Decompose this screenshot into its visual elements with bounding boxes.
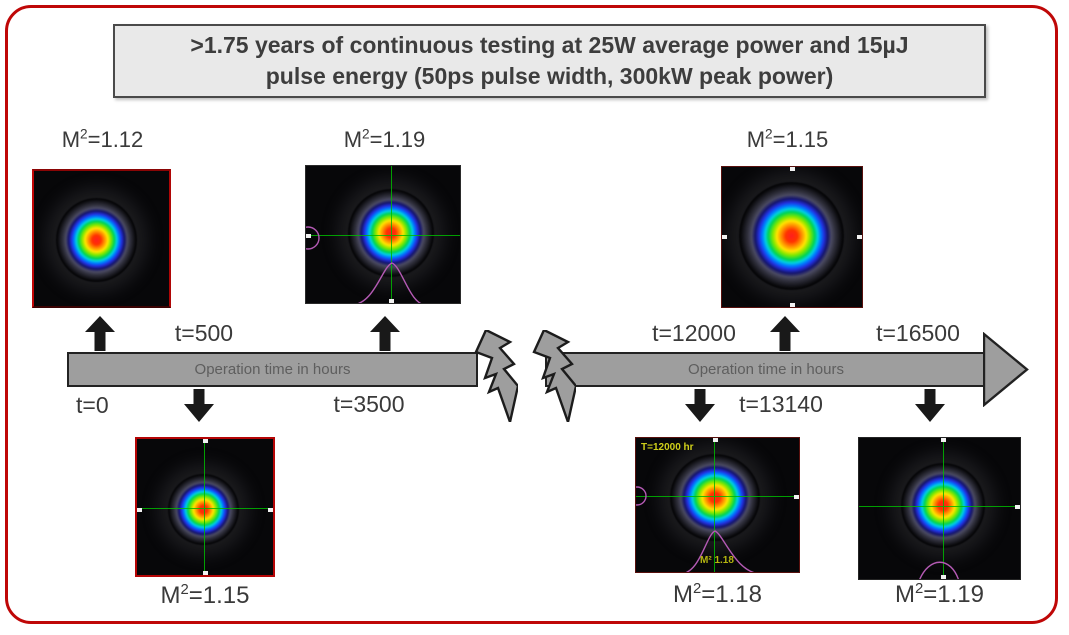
beam-profile-image-t0 xyxy=(32,169,171,308)
down-arrow-icon-t500 xyxy=(184,389,214,422)
timeline-bar-right-label: Operation time in hours xyxy=(688,361,844,378)
overlay-m2-text: M² 1.18 xyxy=(700,555,734,566)
edge-tick xyxy=(1015,505,1020,509)
m2-sup: 2 xyxy=(362,126,370,142)
lightning-bolt-icon-left xyxy=(474,330,518,422)
edge-tick xyxy=(137,508,142,512)
time-label-t12000: t=12000 xyxy=(652,320,736,346)
crosshair-vertical xyxy=(203,439,205,575)
timeline-bar-left-label: Operation time in hours xyxy=(194,361,351,378)
edge-tick xyxy=(857,235,862,239)
crosshair-horizontal xyxy=(137,508,273,510)
time-label-t500: t=500 xyxy=(174,320,234,346)
m2-base: M xyxy=(894,581,915,608)
crosshair-horizontal xyxy=(306,234,460,236)
time-label-t0: t=0 xyxy=(76,392,109,418)
time-label-t16500: t=16500 xyxy=(876,320,960,346)
m2-sup: 2 xyxy=(692,581,702,597)
beam-profile-image-t3500 xyxy=(305,165,461,304)
crosshair-vertical xyxy=(714,438,716,572)
edge-tick xyxy=(790,303,795,307)
crosshair-vertical xyxy=(942,438,944,579)
m2-sup: 2 xyxy=(765,126,773,142)
m2-sup: 2 xyxy=(914,581,924,597)
edge-tick xyxy=(268,508,273,512)
m2-sup: 2 xyxy=(80,126,88,142)
figure-border-frame xyxy=(5,5,1058,624)
edge-tick xyxy=(203,439,208,443)
m2-base: M xyxy=(160,582,181,609)
edge-tick xyxy=(790,167,795,171)
m2-value: =1.15 xyxy=(772,127,829,152)
down-arrow-icon-t16500 xyxy=(915,389,945,422)
m2-base: M xyxy=(343,127,363,152)
overlay-time-text: T=12000 hr xyxy=(641,442,694,453)
m2-base: M xyxy=(746,127,766,152)
up-arrow-icon-t0 xyxy=(85,316,115,351)
m2-label-t16500: M2=1.19 xyxy=(872,581,1007,609)
beam-fit-trace xyxy=(919,561,959,579)
m2-value: =1.18 xyxy=(701,581,762,608)
title-line-2: pulse energy (50ps pulse width, 300kW pe… xyxy=(265,63,834,89)
edge-tick xyxy=(389,299,394,303)
time-label-t13140: t=13140 xyxy=(739,391,823,417)
up-arrow-icon-t12000 xyxy=(770,316,800,351)
beam-spot xyxy=(55,198,137,282)
timeline-bar-right: Operation time in hours xyxy=(545,352,985,387)
m2-value: =1.12 xyxy=(87,127,144,152)
edge-tick xyxy=(306,234,311,238)
beam-profile-image-t500 xyxy=(135,437,275,577)
timeline-bar-left: Operation time in hours xyxy=(67,352,478,387)
beam-fit-trace xyxy=(636,486,755,572)
m2-sup: 2 xyxy=(180,582,189,598)
m2-label-t13140: M2=1.18 xyxy=(650,581,785,609)
beam-profile-image-t13140: T=12000 hr M² 1.18 xyxy=(635,437,800,573)
crosshair-horizontal xyxy=(636,495,799,497)
m2-label-t3500: M2=1.19 xyxy=(322,127,447,153)
m2-label-t0: M2=1.12 xyxy=(40,127,165,153)
crosshair-horizontal xyxy=(859,505,1020,507)
m2-value: =1.19 xyxy=(369,127,426,152)
edge-tick xyxy=(713,438,718,442)
time-label-t3500: t=3500 xyxy=(333,391,405,417)
beam-fit-trace xyxy=(306,226,422,303)
beam-profile-image-t16500 xyxy=(858,437,1021,580)
title-box: >1.75 years of continuous testing at 25W… xyxy=(113,24,986,98)
timeline-arrowhead-icon xyxy=(983,332,1029,407)
beam-spot xyxy=(738,182,844,291)
m2-label-t12000-top: M2=1.15 xyxy=(725,127,850,153)
m2-value: =1.19 xyxy=(923,581,984,608)
edge-tick xyxy=(203,571,208,575)
up-arrow-icon-t3500 xyxy=(370,316,400,351)
edge-tick xyxy=(794,495,799,499)
edge-tick xyxy=(722,235,727,239)
m2-value: =1.15 xyxy=(188,582,250,609)
crosshair-vertical xyxy=(390,166,392,303)
down-arrow-icon-t13140 xyxy=(685,389,715,422)
edge-tick xyxy=(941,438,946,442)
m2-base: M xyxy=(672,581,693,608)
m2-label-t500: M2=1.15 xyxy=(140,582,270,610)
edge-tick xyxy=(941,575,946,579)
m2-base: M xyxy=(61,127,81,152)
beam-profile-image-t12000-top xyxy=(721,166,863,308)
lightning-bolt-icon-right xyxy=(532,330,576,422)
title-line-1: >1.75 years of continuous testing at 25W… xyxy=(190,32,909,58)
